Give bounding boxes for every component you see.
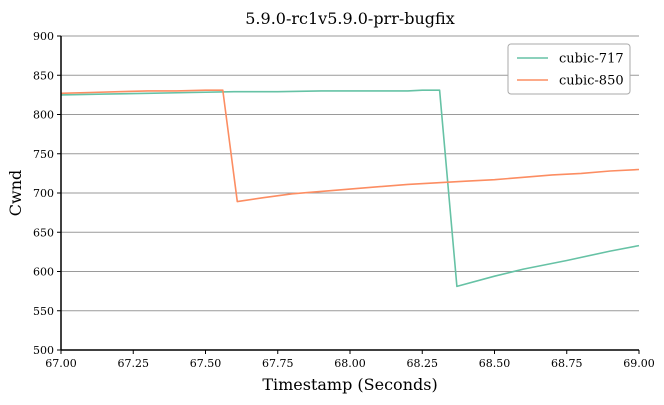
x-tick-label-6: 68.50 bbox=[479, 357, 511, 370]
y-tick-label-7: 850 bbox=[33, 69, 54, 82]
y-tick-label-6: 800 bbox=[33, 109, 54, 122]
series-layer bbox=[60, 89, 640, 288]
y-tick-label-5: 750 bbox=[33, 148, 54, 161]
y-tick-label-1: 550 bbox=[33, 305, 54, 318]
y-axis-label: Cwnd bbox=[6, 170, 25, 216]
x-tick-label-5: 68.25 bbox=[407, 357, 439, 370]
legend-box bbox=[507, 43, 631, 95]
series-line-cubic-850 bbox=[60, 89, 640, 203]
legend-label-cubic-850: cubic-850 bbox=[559, 74, 624, 89]
legend: cubic-717 cubic-850 bbox=[507, 43, 631, 95]
y-tick-label-4: 700 bbox=[33, 187, 54, 200]
grid-lines bbox=[61, 35, 639, 351]
x-axis-label: Timestamp (Seconds) bbox=[262, 375, 437, 394]
y-tick-label-3: 650 bbox=[33, 226, 54, 239]
x-tick-label-4: 68.00 bbox=[334, 357, 366, 370]
x-tick-label-2: 67.50 bbox=[190, 357, 222, 370]
x-tick-label-1: 67.25 bbox=[118, 357, 150, 370]
ticks: 500 550 600 650 700 750 800 850 900 67.00 67.25 67.… bbox=[33, 30, 655, 370]
series-line-cubic-717 bbox=[60, 89, 640, 288]
y-tick-label-0: 500 bbox=[33, 344, 54, 357]
legend-label-cubic-717: cubic-717 bbox=[559, 52, 624, 67]
chart-title: 5.9.0-rc1v5.9.0-prr-bugfix bbox=[245, 9, 455, 28]
x-tick-label-8: 69.00 bbox=[623, 357, 655, 370]
y-tick-label-8: 900 bbox=[33, 30, 54, 43]
x-tick-label-7: 68.75 bbox=[551, 357, 583, 370]
x-tick-label-3: 67.75 bbox=[262, 357, 294, 370]
y-tick-label-2: 600 bbox=[33, 266, 54, 279]
x-tick-label-0: 67.00 bbox=[45, 357, 77, 370]
